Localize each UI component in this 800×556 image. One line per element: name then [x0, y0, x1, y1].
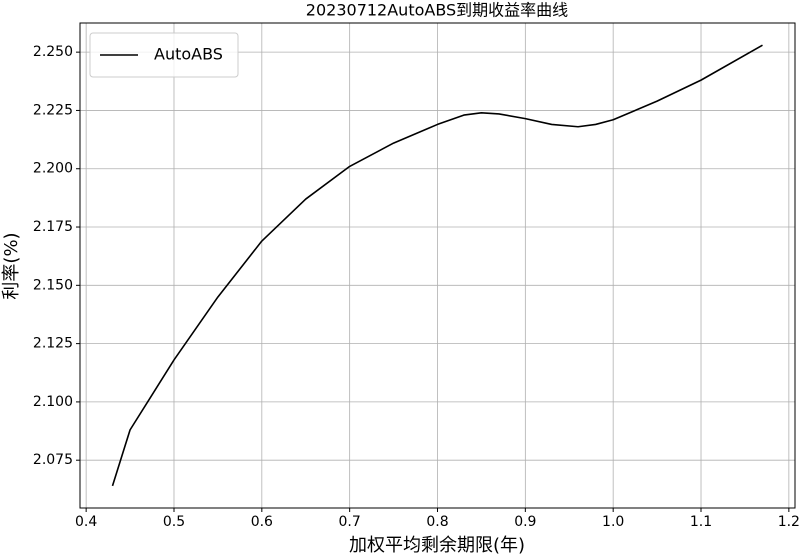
x-tick-label: 0.6 [251, 514, 273, 530]
x-tick-label: 1.0 [602, 514, 624, 530]
y-tick-label: 2.125 [33, 336, 73, 352]
chart-title: 20230712AutoABS到期收益率曲线 [306, 1, 568, 20]
y-tick-label: 2.100 [33, 394, 73, 410]
y-tick-label: 2.150 [33, 277, 73, 293]
x-tick-label: 1.1 [690, 514, 712, 530]
legend-label: AutoABS [154, 45, 223, 64]
legend-box [89, 32, 239, 78]
y-tick-label: 2.225 [33, 102, 73, 118]
x-tick-label: 0.4 [75, 514, 97, 530]
line-series [111, 44, 763, 487]
y-tick-label: 2.075 [33, 452, 73, 468]
x-tick-label: 0.7 [339, 514, 361, 530]
y-tick-label: 2.175 [33, 219, 73, 235]
x-tick-label: 1.2 [778, 514, 800, 530]
y-tick-label: 2.250 [33, 44, 73, 60]
x-tick-label: 0.5 [163, 514, 185, 530]
x-tick-label: 0.9 [514, 514, 536, 530]
x-tick-label: 0.8 [426, 514, 448, 530]
plot-frame [79, 22, 796, 509]
x-axis-label: 加权平均剩余期限(年) [349, 535, 525, 556]
y-axis-label: 利率(%) [1, 232, 22, 299]
y-tick-label: 2.200 [33, 161, 73, 177]
